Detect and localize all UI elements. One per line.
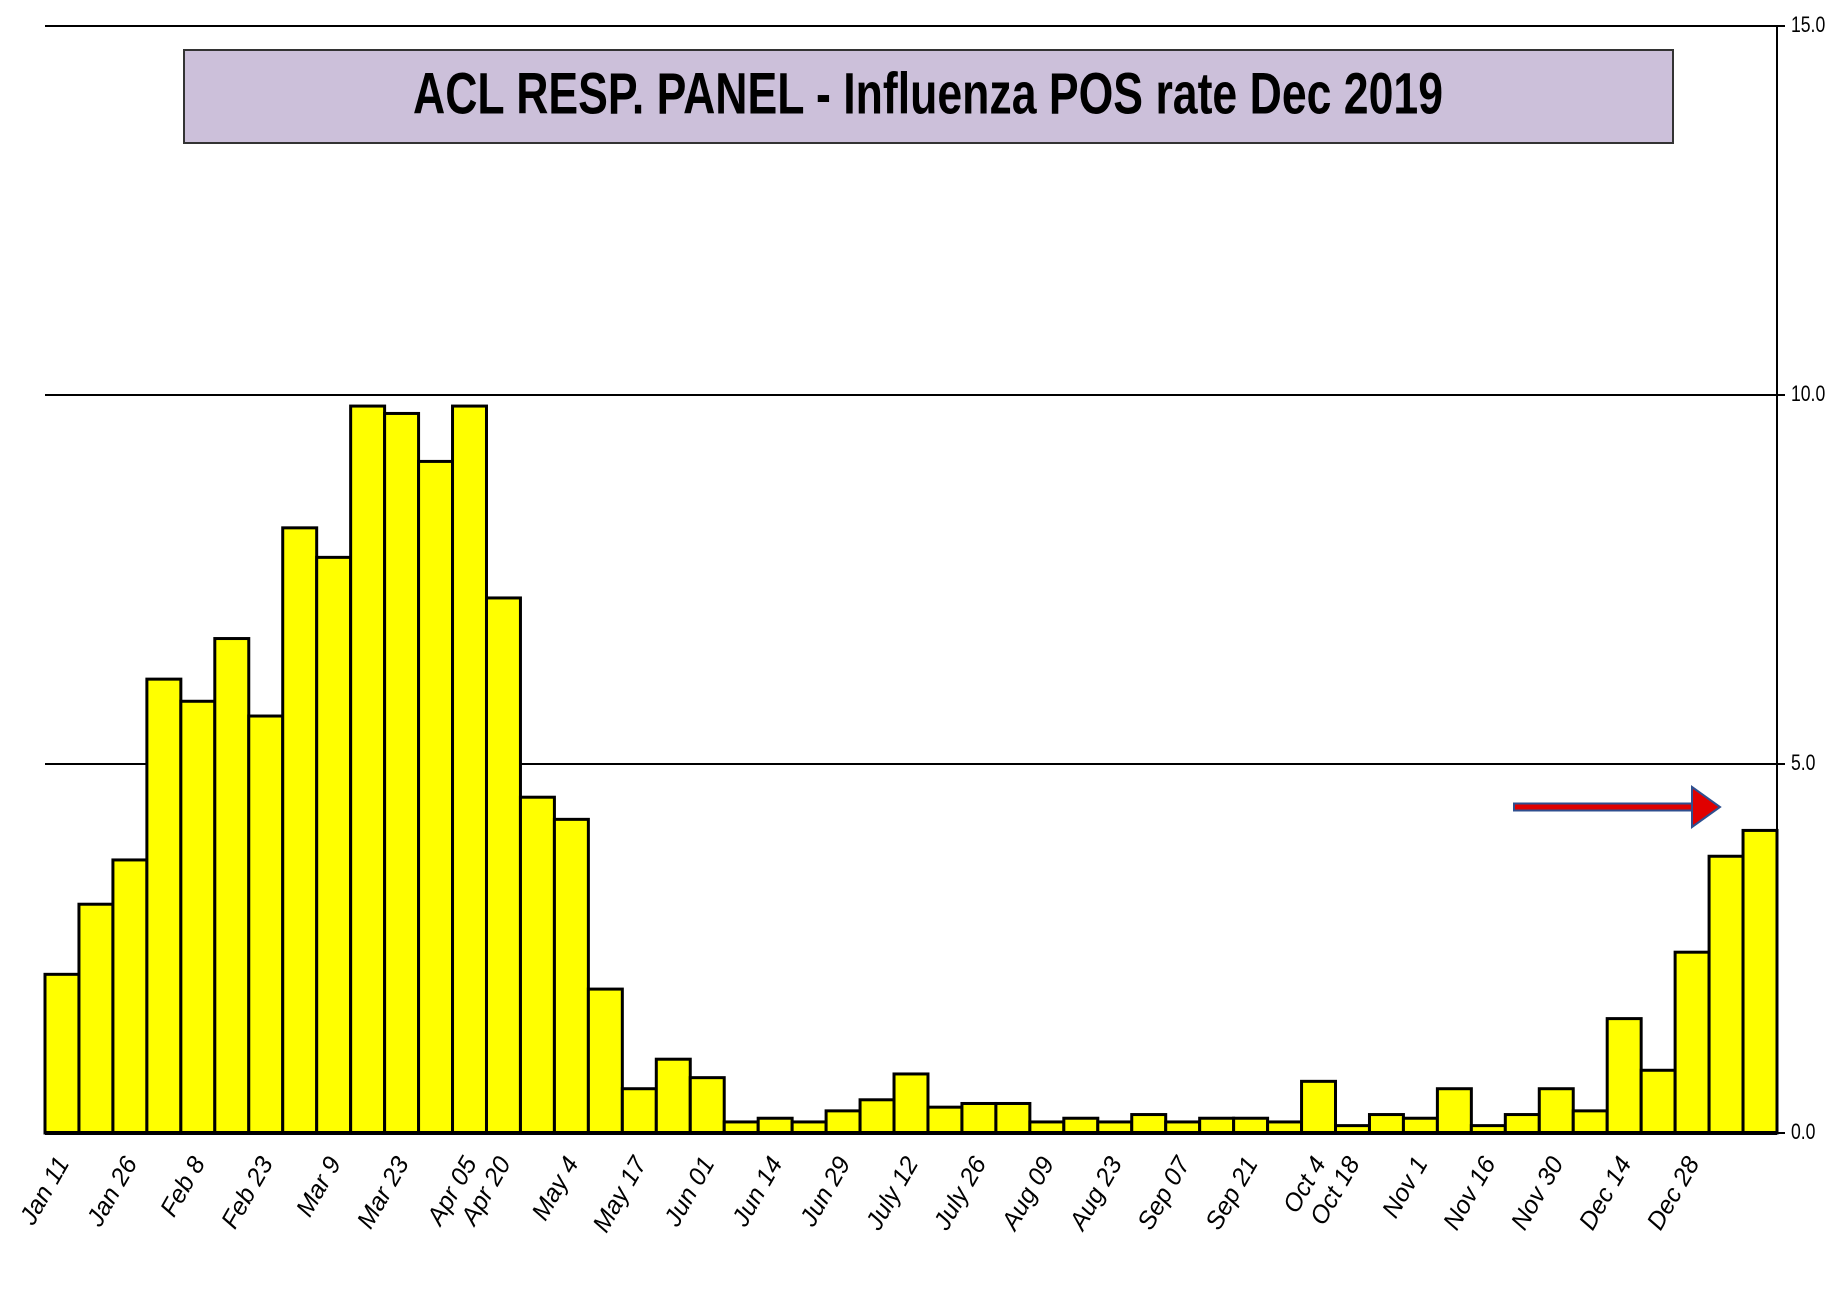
title-box	[183, 49, 1674, 144]
bar	[518, 795, 556, 1135]
bar	[1707, 854, 1745, 1135]
x-tick-label: Aug 23	[1063, 1152, 1128, 1236]
x-tick-label: Nov 30	[1506, 1152, 1570, 1235]
bar	[552, 817, 590, 1135]
bar	[1605, 1017, 1643, 1135]
x-tick-label: Jan 26	[81, 1152, 143, 1232]
y-tick-label: 5.0	[1791, 751, 1815, 775]
bar	[1062, 1116, 1100, 1135]
bar	[892, 1072, 930, 1135]
bar	[213, 637, 251, 1135]
x-tick-label: Mar 9	[291, 1152, 347, 1221]
bar	[247, 714, 285, 1135]
bar	[111, 858, 149, 1135]
bar	[451, 404, 488, 1135]
arrow-head	[1691, 785, 1722, 829]
bar	[1537, 1087, 1575, 1135]
bar	[994, 1101, 1032, 1135]
bar	[417, 459, 455, 1135]
bar	[145, 677, 183, 1135]
bar	[756, 1116, 794, 1135]
bar	[1571, 1109, 1609, 1135]
bar	[1435, 1087, 1473, 1135]
x-tick-label: Mar 23	[352, 1152, 415, 1233]
bar	[315, 555, 353, 1135]
bar	[586, 987, 624, 1135]
bar	[824, 1109, 862, 1135]
x-tick-label: Jun 14	[726, 1152, 788, 1232]
x-tick-label: Feb 8	[155, 1152, 211, 1221]
bar	[1401, 1116, 1439, 1135]
bar	[1741, 828, 1779, 1135]
bar	[688, 1076, 726, 1135]
bar	[620, 1087, 658, 1135]
x-tick-label: May 17	[587, 1151, 653, 1237]
x-tick-label: Jan 11	[14, 1152, 75, 1230]
bar	[179, 699, 217, 1135]
bar	[926, 1105, 964, 1135]
x-tick-label: Jun 01	[658, 1152, 720, 1232]
x-tick-label: Jun 29	[794, 1152, 856, 1232]
bar	[1232, 1116, 1270, 1135]
x-tick-label: July 12	[860, 1152, 924, 1236]
bar	[858, 1098, 896, 1135]
bar	[960, 1101, 998, 1135]
bar	[654, 1057, 692, 1135]
x-tick-label: Dec 28	[1641, 1152, 1705, 1235]
bar	[349, 404, 387, 1135]
bar	[1198, 1116, 1236, 1135]
y-tick-label: 0.0	[1791, 1120, 1815, 1144]
bar	[1130, 1113, 1168, 1135]
bar	[1503, 1113, 1541, 1135]
x-tick-label: Sep 21	[1200, 1152, 1264, 1235]
bar	[1639, 1068, 1677, 1135]
x-tick-label: Aug 09	[995, 1152, 1060, 1236]
bar	[43, 972, 81, 1135]
x-tick-label: Feb 23	[216, 1152, 279, 1233]
bar	[1367, 1113, 1405, 1135]
y-tick-label: 10.0	[1791, 382, 1825, 406]
bar	[77, 902, 115, 1135]
x-tick-label: Dec 14	[1574, 1152, 1638, 1235]
x-tick-label: Sep 07	[1132, 1151, 1196, 1235]
chart-title: ACL RESP. PANEL - Influenza POS rate Dec…	[413, 61, 1443, 126]
bar	[383, 411, 421, 1135]
x-tick-label: May 4	[526, 1152, 584, 1225]
bar	[484, 596, 522, 1135]
x-tick-label: Nov 16	[1438, 1152, 1502, 1235]
y-tick-label: 15.0	[1791, 13, 1825, 37]
x-tick-label: July 26	[928, 1152, 992, 1236]
x-tick-label: Nov 1	[1377, 1152, 1434, 1223]
bar	[1673, 950, 1711, 1135]
bar	[1300, 1079, 1338, 1135]
bar	[281, 526, 319, 1135]
